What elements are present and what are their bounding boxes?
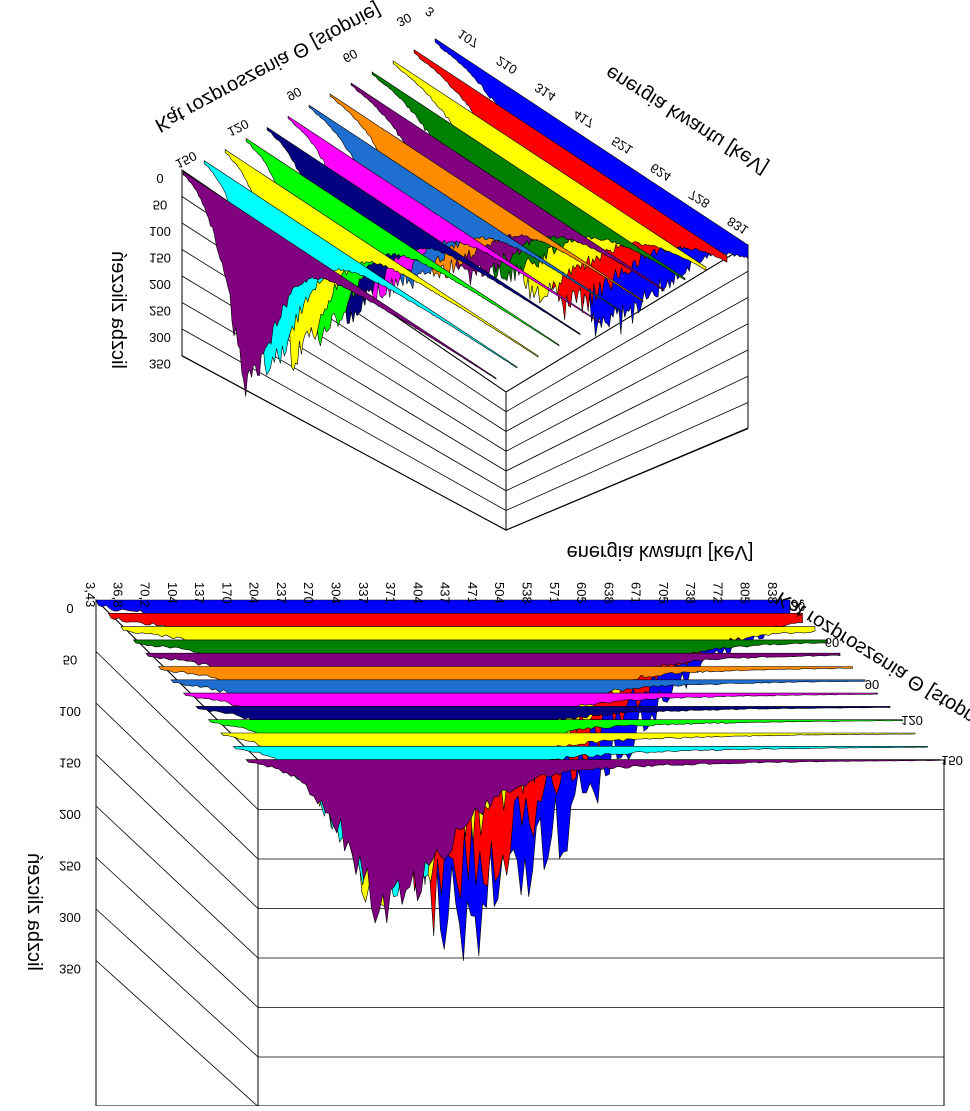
top-x-tick: 314: [532, 80, 558, 104]
top-series-50: [392, 60, 707, 304]
bottom-x-tick: 204: [247, 582, 262, 604]
bottom-x-tick: 638: [601, 582, 616, 604]
bottom-chart-x-ticks: 3,43 36,8 70,2 104 137 170 204 237 270 304 337 371 4…: [83, 582, 780, 607]
bottom-x-tick: 36,8: [110, 582, 125, 607]
top-x-tick: 210: [493, 53, 519, 77]
bottom-chart-z-ticks: 30 60 90 120 150: [791, 599, 963, 768]
top-y-tick: 200: [149, 277, 171, 292]
bottom-gridline: [95, 805, 259, 959]
bottom-series-150: [245, 759, 941, 924]
top-x-tick: 624: [647, 160, 673, 184]
bottom-y-tick: 50: [63, 653, 77, 668]
bottom-gridline: [95, 651, 259, 810]
top-chart-y-label: liczba zliczeń: [107, 251, 129, 369]
bottom-x-tick: 772: [710, 582, 725, 604]
top-gridline: [181, 328, 507, 511]
top-y-tick: 50: [153, 198, 167, 213]
top-y-tick: 300: [149, 330, 171, 345]
bottom-y-tick: 350: [59, 962, 81, 977]
top-x-tick: 107: [455, 27, 481, 51]
top-chart: 0 50 100 150 200 250 300 350 3 107 210 314 417 521 62…: [107, 0, 772, 531]
bottom-z-tick: 30: [791, 599, 805, 614]
top-y-tick: 350: [149, 357, 171, 372]
top-chart-z-label: Kąt rozproszenia Θ [stopnie]: [151, 0, 384, 136]
top-gridline: [181, 355, 507, 531]
bottom-x-tick: 504: [492, 582, 507, 604]
bottom-x-tick: 304: [329, 582, 344, 604]
top-gridline: [505, 270, 749, 413]
bottom-x-tick: 371: [383, 582, 398, 604]
bottom-x-tick: 838: [765, 582, 780, 604]
top-z-tick: 150: [173, 148, 199, 171]
bottom-chart: 0 50 100 150 200 250 300 350 3,43 36,8 70,2 104 137…: [23, 541, 970, 1107]
bottom-x-tick: 137: [192, 582, 207, 604]
bottom-x-tick: 170: [219, 582, 234, 604]
top-gridline: [505, 349, 749, 472]
bottom-gridline: [95, 857, 259, 1008]
bottom-gridline: [95, 960, 259, 1107]
bottom-y-tick: 0: [66, 601, 73, 616]
bottom-gridline: [95, 908, 259, 1058]
top-gridline: [505, 323, 749, 452]
bottom-z-tick: 90: [865, 677, 879, 692]
top-z-tick: 90: [284, 84, 304, 104]
bottom-y-tick: 250: [59, 859, 81, 874]
top-gridline: [505, 428, 749, 531]
bottom-x-tick: 337: [356, 582, 371, 604]
bottom-x-tick: 738: [683, 582, 698, 604]
bottom-x-tick: 3,43: [83, 582, 98, 607]
bottom-x-tick: 805: [738, 582, 753, 604]
top-chart-series: [182, 38, 749, 397]
top-x-tick: 521: [609, 134, 635, 158]
top-gridline: [505, 375, 749, 492]
bottom-x-tick: 70,2: [138, 582, 153, 607]
bottom-gridline: [95, 754, 259, 909]
bottom-x-tick: 237: [274, 582, 289, 604]
top-chart-x-label: energia kwantu [keV]: [602, 61, 772, 179]
top-y-tick: 100: [149, 224, 171, 239]
top-y-tick: 250: [149, 304, 171, 319]
bottom-y-tick: 300: [59, 910, 81, 925]
bottom-y-tick: 100: [59, 704, 81, 719]
top-y-tick: 150: [149, 251, 171, 266]
bottom-gridline: [95, 702, 259, 860]
top-gridline: [505, 297, 749, 432]
bottom-y-tick: 150: [59, 756, 81, 771]
top-gridline: [505, 402, 749, 511]
bottom-x-tick: 605: [574, 582, 589, 604]
bottom-z-tick: 120: [901, 713, 923, 728]
bottom-chart-series: [95, 599, 941, 961]
bottom-x-tick: 104: [165, 582, 180, 604]
bottom-chart-y-label: liczba zliczeń: [23, 853, 45, 971]
bottom-x-tick: 671: [629, 582, 644, 604]
top-y-tick: 0: [156, 171, 163, 186]
bottom-chart-x-label: energia kwantu [keV]: [567, 541, 754, 563]
bottom-x-tick: 270: [301, 582, 316, 604]
bottom-x-tick: 437: [438, 582, 453, 604]
top-gridline: [505, 244, 749, 393]
bottom-x-tick: 571: [547, 582, 562, 604]
bottom-chart-z-label: Kąt rozproszenia Θ [stopnie]: [772, 587, 970, 739]
top-x-tick: 417: [570, 107, 596, 131]
bottom-x-tick: 471: [465, 582, 480, 604]
top-z-tick: 60: [340, 46, 360, 66]
top-x-tick: 3: [423, 4, 437, 21]
top-series-60: [371, 71, 686, 282]
bottom-z-tick: 60: [825, 635, 839, 650]
bottom-y-tick: 200: [59, 807, 81, 822]
bottom-x-tick: 404: [410, 582, 425, 604]
bottom-chart-y-ticks: 0 50 100 150 200 250 300 350: [59, 601, 81, 977]
bottom-z-tick: 150: [941, 753, 963, 768]
top-z-tick: 30: [394, 10, 414, 30]
top-gridline: [181, 302, 507, 492]
top-z-tick: 120: [225, 116, 251, 139]
top-chart-y-ticks: 0 50 100 150 200 250 300 350: [149, 171, 171, 372]
bottom-x-tick: 538: [520, 582, 535, 604]
top-series-150: [182, 171, 497, 397]
bottom-x-tick: 705: [656, 582, 671, 604]
